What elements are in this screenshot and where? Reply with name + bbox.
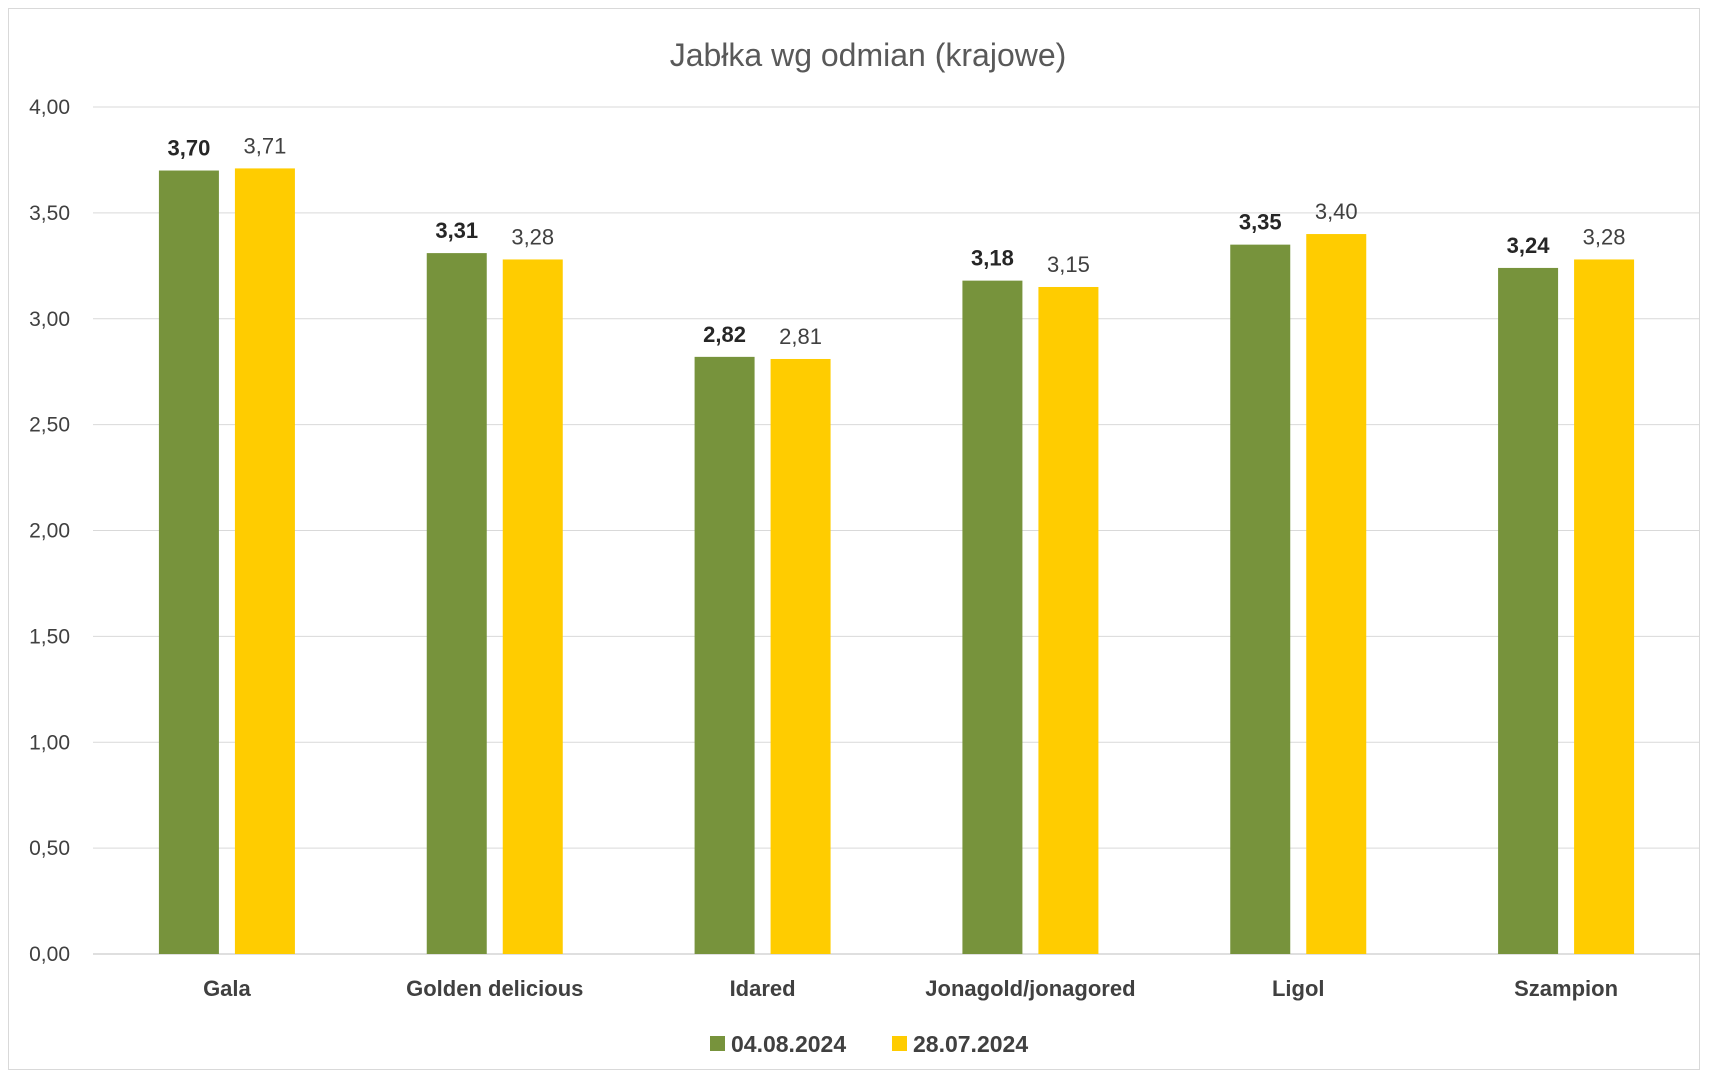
y-tick-label: 0,00 xyxy=(29,943,70,966)
y-tick-label: 3,00 xyxy=(29,308,70,331)
data-label: 3,15 xyxy=(1047,252,1090,277)
x-tick-label: Gala xyxy=(203,976,251,1001)
data-label: 3,40 xyxy=(1315,199,1358,224)
data-label: 3,18 xyxy=(971,246,1014,271)
data-label: 2,82 xyxy=(703,322,746,347)
bar xyxy=(1498,267,1559,954)
data-label: 3,28 xyxy=(1583,224,1626,249)
bar xyxy=(770,358,831,954)
y-tick-label: 1,00 xyxy=(29,731,70,754)
data-label: 3,71 xyxy=(244,133,287,158)
y-tick-label: 2,50 xyxy=(29,414,70,437)
data-label: 3,31 xyxy=(435,218,478,243)
bar xyxy=(1038,286,1099,954)
x-axis: Gala Golden delicious Idared Jonagold/jonag… xyxy=(203,976,1618,1001)
bars xyxy=(158,168,1635,955)
legend-swatch xyxy=(710,1036,725,1051)
x-tick-label: Ligol xyxy=(1272,976,1325,1001)
data-label: 3,28 xyxy=(511,224,554,249)
bar xyxy=(694,356,755,954)
y-tick-label: 3,50 xyxy=(29,202,70,225)
chart-title: Jabłka wg odmian (krajowe) xyxy=(670,37,1067,73)
bar xyxy=(426,253,487,955)
legend-label: 04.08.2024 xyxy=(731,1031,846,1057)
legend[interactable]: 04.08.2024 28.07.2024 xyxy=(710,1031,1028,1057)
x-tick-label: Golden delicious xyxy=(406,976,583,1001)
data-label: 3,24 xyxy=(1507,233,1551,258)
data-label: 3,35 xyxy=(1239,210,1282,235)
bar xyxy=(234,168,295,955)
y-axis: 0,00 0,50 1,00 1,50 2,00 2,50 3,00 3,50 4,00 xyxy=(29,96,70,966)
y-tick-label: 1,50 xyxy=(29,625,70,648)
data-label: 3,70 xyxy=(168,136,211,161)
legend-swatch xyxy=(892,1036,907,1051)
data-label: 2,81 xyxy=(779,324,822,349)
y-tick-label: 0,50 xyxy=(29,837,70,860)
data-labels: 3,70 3,71 3,31 3,28 2,82 2,81 3,18 3,15 3,35 3,40… xyxy=(168,133,1626,349)
bar xyxy=(1574,259,1635,955)
legend-label: 28.07.2024 xyxy=(913,1031,1028,1057)
bar xyxy=(158,170,219,954)
x-tick-label: Szampion xyxy=(1514,976,1618,1001)
bar xyxy=(962,280,1023,954)
bar xyxy=(502,259,563,955)
bar xyxy=(1306,234,1367,955)
bar xyxy=(1230,244,1291,954)
y-tick-label: 4,00 xyxy=(29,96,70,119)
y-tick-label: 2,00 xyxy=(29,520,70,543)
x-tick-label: Jonagold/jonagored xyxy=(925,976,1135,1001)
gridlines xyxy=(93,106,1700,955)
x-tick-label: Idared xyxy=(730,976,796,1001)
